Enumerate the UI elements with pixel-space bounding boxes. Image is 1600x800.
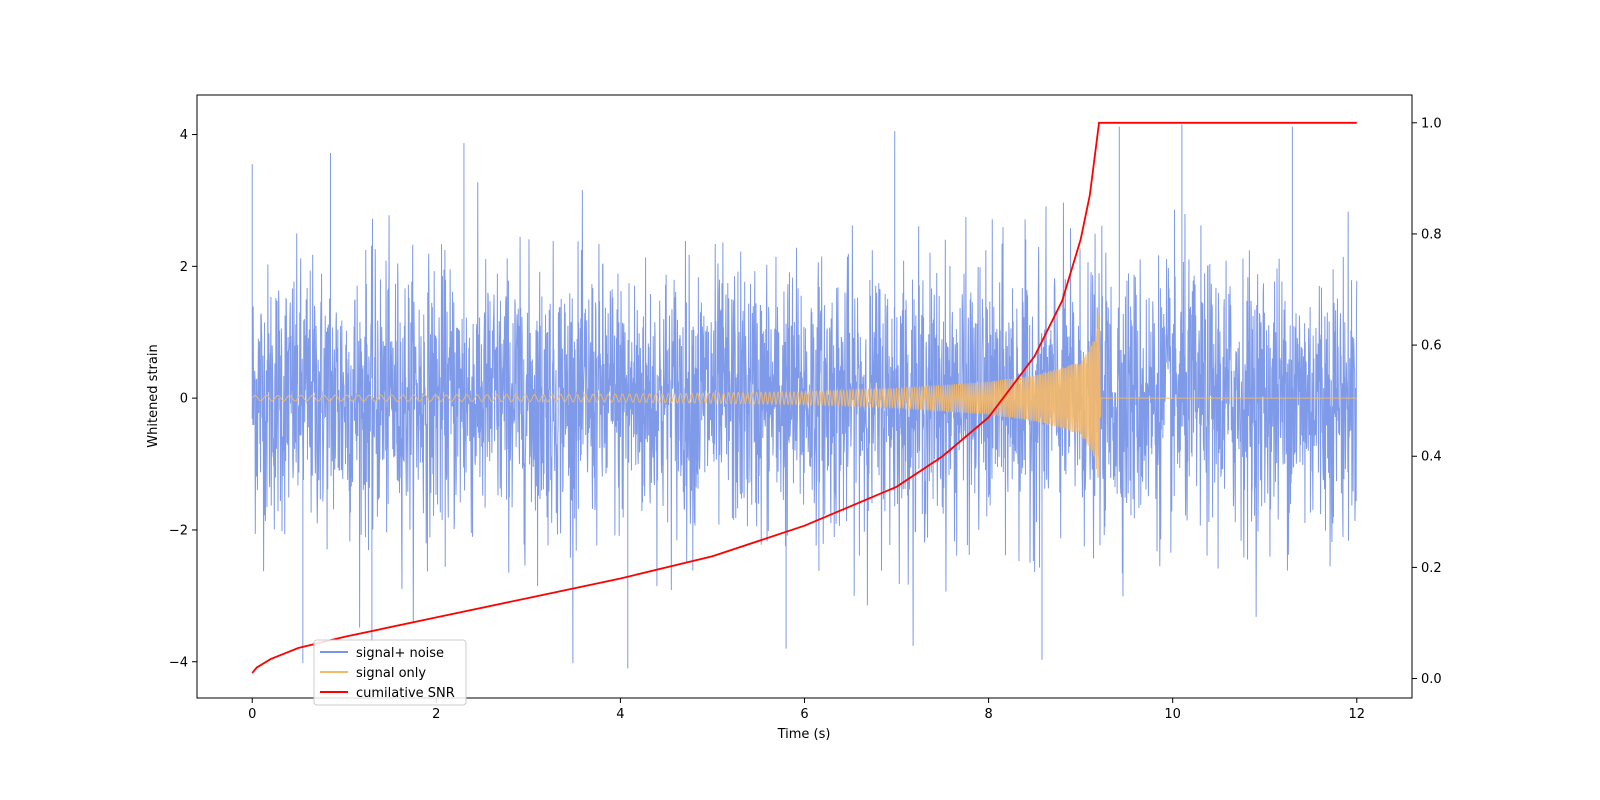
y-axis-right: 0.0 0.2 0.4 0.6 0.8 1.0 xyxy=(1412,116,1442,687)
y2-tick-label: 0.2 xyxy=(1421,561,1442,576)
y-tick-label: 2 xyxy=(180,260,188,275)
y-axis-label: Whitened strain xyxy=(146,344,161,447)
y2-tick-label: 0.4 xyxy=(1421,450,1442,465)
legend-label-signal-plus-noise: signal+ noise xyxy=(356,646,444,661)
y2-tick-label: 1.0 xyxy=(1421,116,1442,131)
x-tick-label: 2 xyxy=(432,707,440,722)
series-line-signal-only xyxy=(251,313,1357,478)
legend-box xyxy=(313,639,467,706)
y2-tick-label: 0.8 xyxy=(1421,227,1442,242)
y-tick-label: 0 xyxy=(180,392,188,407)
y-tick-label: −2 xyxy=(169,523,188,538)
y-tick-label: −4 xyxy=(169,655,188,670)
x-tick-label: 6 xyxy=(800,707,808,722)
legend: signal+ noise signal only cumilative SNR xyxy=(313,639,467,706)
x-tick-label: 4 xyxy=(616,707,624,722)
series-line-signal-plus-noise xyxy=(251,124,1358,669)
x-tick-label: 10 xyxy=(1164,707,1181,722)
y-tick-label: 4 xyxy=(180,128,188,143)
series-signal-plus-noise xyxy=(251,124,1358,669)
legend-label-signal-only: signal only xyxy=(356,666,426,681)
series-line-cumulative-snr xyxy=(251,121,1357,674)
x-tick-label: 0 xyxy=(248,707,256,722)
y-axis-left: −4 −2 0 2 4 xyxy=(169,128,197,670)
x-axis-label: Time (s) xyxy=(777,727,831,742)
legend-label-cumulative-snr: cumilative SNR xyxy=(356,686,455,701)
x-axis: 0 2 4 6 8 10 12 xyxy=(248,698,1365,722)
y2-tick-label: 0.6 xyxy=(1421,339,1442,354)
x-tick-label: 12 xyxy=(1348,707,1365,722)
series-signal-only xyxy=(251,313,1357,478)
x-tick-label: 8 xyxy=(984,707,992,722)
y2-tick-label: 0.0 xyxy=(1421,672,1442,687)
plot-area xyxy=(251,121,1358,674)
series-cumulative-snr xyxy=(251,121,1357,674)
